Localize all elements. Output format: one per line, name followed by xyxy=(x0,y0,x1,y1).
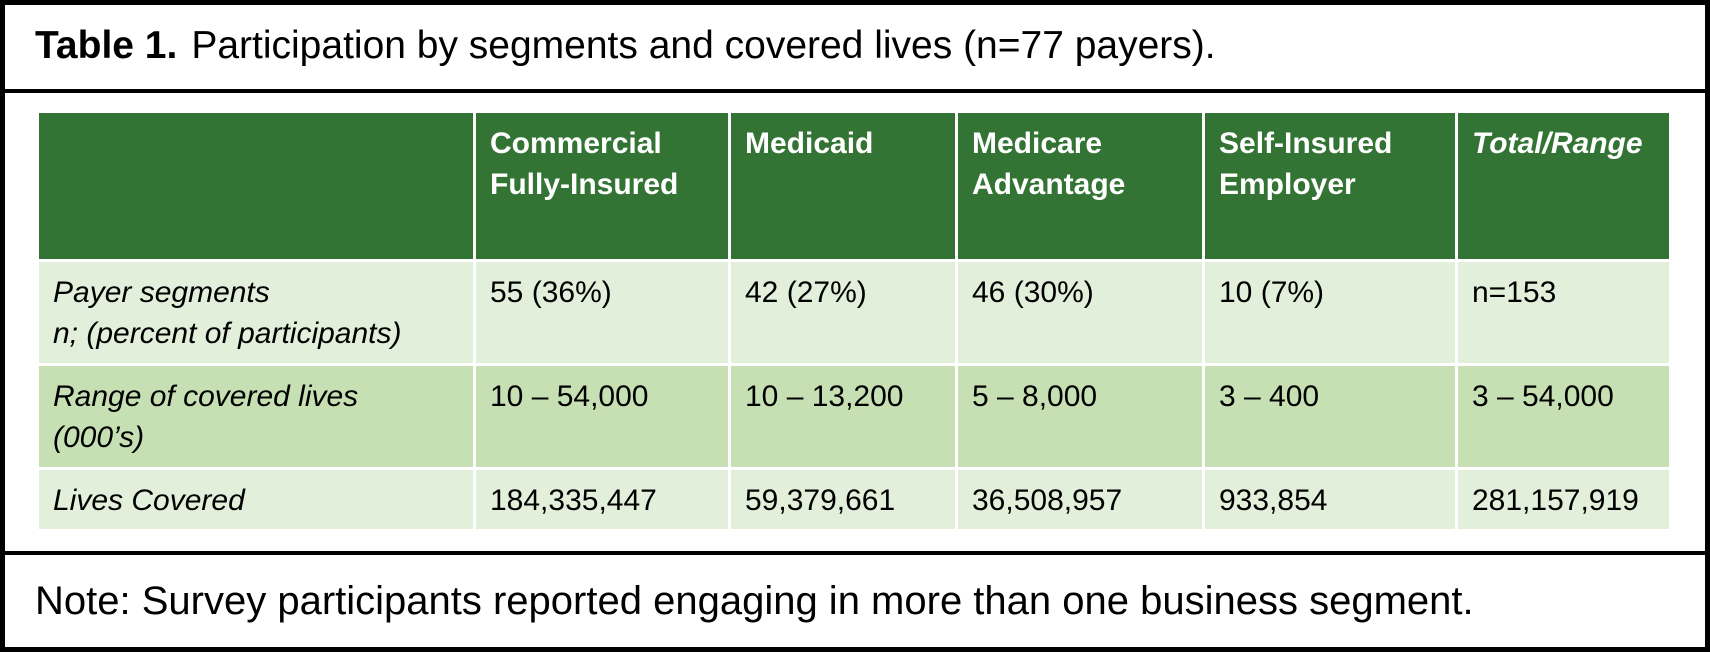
table-caption-number: Table 1. xyxy=(35,24,178,67)
cell-value: 59,379,661 xyxy=(731,469,955,529)
col-header-medicare-advantage: Medicare Advantage xyxy=(958,113,1202,259)
col-header-total-range: Total/Range xyxy=(1458,113,1669,259)
cell-value: n=153 xyxy=(1458,262,1669,363)
row-label-lives-covered: Lives Covered xyxy=(39,469,473,529)
cell-value: 10 (7%) xyxy=(1205,262,1455,363)
cell-value: 3 – 54,000 xyxy=(1458,365,1669,467)
cell-value: 46 (30%) xyxy=(958,262,1202,363)
cell-value: 42 (27%) xyxy=(731,262,955,363)
cell-value: 5 – 8,000 xyxy=(958,365,1202,467)
cell-value: 281,157,919 xyxy=(1458,469,1669,529)
row-label-payer-segments: Payer segments n; (percent of participan… xyxy=(39,262,473,363)
cell-value: 10 – 54,000 xyxy=(476,365,728,467)
cell-value: 55 (36%) xyxy=(476,262,728,363)
header-row: Commercial Fully-Insured Medicaid Medica… xyxy=(39,113,1669,259)
cell-value: 184,335,447 xyxy=(476,469,728,529)
cell-value: 933,854 xyxy=(1205,469,1455,529)
table-row: Payer segments n; (percent of participan… xyxy=(39,262,1669,363)
table-row: Lives Covered 184,335,447 59,379,661 36,… xyxy=(39,469,1669,529)
table-area: Commercial Fully-Insured Medicaid Medica… xyxy=(5,93,1705,551)
table-caption: Table 1. Participation by segments and co… xyxy=(5,5,1705,93)
col-header-self-insured: Self-Insured Employer xyxy=(1205,113,1455,259)
table-caption-text: Participation by segments and covered li… xyxy=(191,24,1216,67)
table-note: Note: Survey participants reported engag… xyxy=(5,551,1705,647)
row-label-range-covered-lives: Range of covered lives (000’s) xyxy=(39,365,473,467)
cell-value: 10 – 13,200 xyxy=(731,365,955,467)
col-header-blank xyxy=(39,113,473,259)
table-row: Range of covered lives (000’s) 10 – 54,0… xyxy=(39,365,1669,467)
participation-table: Commercial Fully-Insured Medicaid Medica… xyxy=(36,110,1672,532)
col-header-commercial: Commercial Fully-Insured xyxy=(476,113,728,259)
col-header-medicaid: Medicaid xyxy=(731,113,955,259)
cell-value: 36,508,957 xyxy=(958,469,1202,529)
cell-value: 3 – 400 xyxy=(1205,365,1455,467)
